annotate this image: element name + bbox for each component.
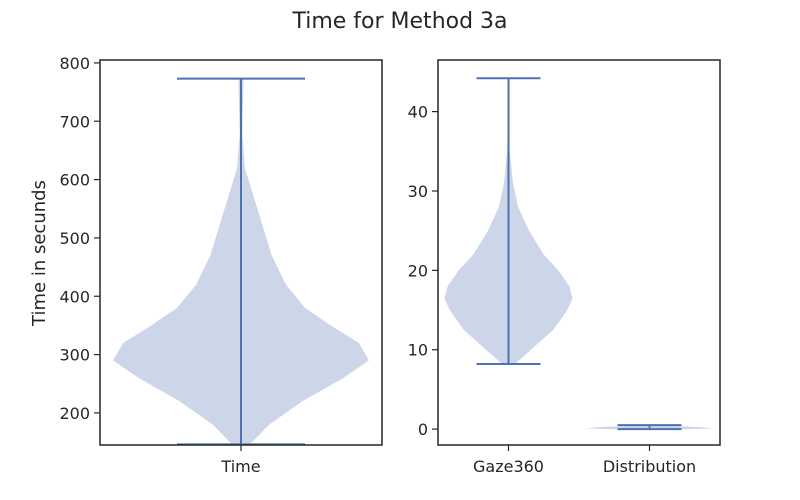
right-y-tick-label: 40 xyxy=(408,103,428,122)
x-tick-label-distribution: Distribution xyxy=(603,457,696,476)
left-y-tick-label: 800 xyxy=(59,54,90,73)
right-x-ticks: Gaze360 Distribution xyxy=(473,445,696,476)
right-y-tick-label: 30 xyxy=(408,182,428,201)
left-violins xyxy=(113,77,369,446)
left-plot-frame xyxy=(99,59,383,446)
left-y-tick-label: 400 xyxy=(59,287,90,306)
x-tick-label-time: Time xyxy=(220,457,260,476)
figure-title: Time for Method 3a xyxy=(291,9,507,34)
right-violins xyxy=(444,77,714,431)
right-y-tick-label: 10 xyxy=(408,341,428,360)
left-panel: 200 300 400 500 600 700 800 Time Time in secun… xyxy=(29,54,383,476)
left-x-ticks: Time xyxy=(220,445,261,476)
right-y-tick-label: 0 xyxy=(418,420,428,439)
left-y-tick-label: 500 xyxy=(59,229,90,248)
left-y-axis-label: Time in secunds xyxy=(29,180,50,327)
right-y-tick-label: 20 xyxy=(408,261,428,280)
x-tick-label-gaze360: Gaze360 xyxy=(473,457,544,476)
left-y-tick-label: 600 xyxy=(59,171,90,190)
left-y-ticks: 200 300 400 500 600 700 800 xyxy=(59,54,100,423)
right-plot-frame xyxy=(437,59,721,446)
left-y-tick-label: 200 xyxy=(59,404,90,423)
right-panel: 0 10 20 30 40 Gaze360 Distribution xyxy=(408,59,721,476)
left-y-tick-label: 300 xyxy=(59,346,90,365)
left-y-tick-label: 700 xyxy=(59,112,90,131)
right-y-ticks: 0 10 20 30 40 xyxy=(408,103,438,439)
